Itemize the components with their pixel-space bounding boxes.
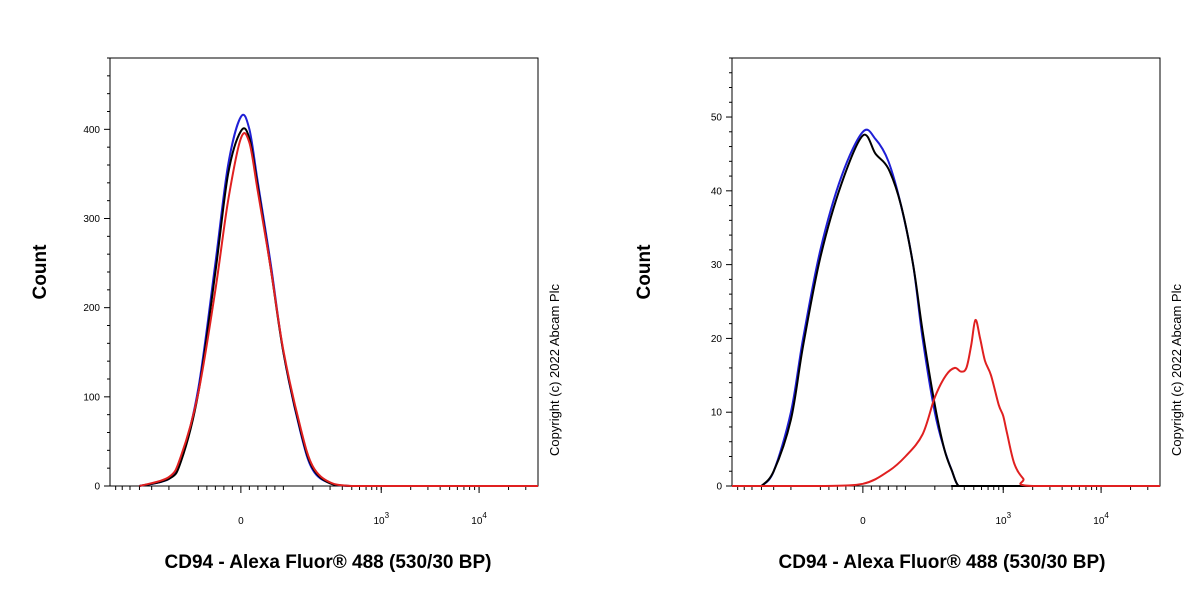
histogram-panel-right: 0 10 20 30 40 50 0 103 104 Count CD94 - Alexa F… <box>634 57 1184 573</box>
copyright-text: Copyright (c) 2022 Abcam Plc <box>547 284 562 456</box>
y-axis-label: Count <box>30 244 51 300</box>
histogram-series-2 <box>139 132 538 488</box>
histogram-series-0 <box>760 128 1160 488</box>
histogram-series-1 <box>139 127 538 488</box>
histogram-series-2 <box>732 318 1160 488</box>
y-tick-label: 10 <box>711 408 723 419</box>
x-axis-label: CD94 - Alexa Fluor® 488 (530/30 BP) <box>165 552 492 573</box>
y-tick-label: 20 <box>711 334 723 345</box>
y-tick-label: 0 <box>716 482 722 493</box>
histogram-series-1 <box>760 133 1160 488</box>
plot-frame <box>109 57 539 487</box>
x-tick-label: 103 <box>995 511 1011 527</box>
y-tick-label: 200 <box>83 303 100 314</box>
y-tick-label: 100 <box>83 392 100 403</box>
histogram-panel-left: 0 100 200 300 400 0 103 104 Count CD94 - Alexa… <box>30 57 562 573</box>
x-tick-label: 0 <box>238 516 244 527</box>
x-tick-label: 0 <box>860 516 866 527</box>
y-tick-label: 40 <box>711 186 723 197</box>
y-tick-label: 30 <box>711 260 723 271</box>
y-tick-label: 300 <box>83 214 100 225</box>
x-axis-ticks: 0 103 104 <box>737 486 1149 527</box>
y-axis-ticks: 0 100 200 300 400 <box>83 57 110 493</box>
y-tick-label: 400 <box>83 125 100 136</box>
copyright-text: Copyright (c) 2022 Abcam Plc <box>1169 284 1184 456</box>
y-tick-label: 50 <box>711 113 723 124</box>
x-axis-label: CD94 - Alexa Fluor® 488 (530/30 BP) <box>779 552 1106 573</box>
plot-frame <box>731 57 1161 487</box>
histogram-series-0 <box>139 113 538 488</box>
histogram-curves <box>139 113 538 488</box>
x-tick-label: 103 <box>373 511 389 527</box>
y-axis-ticks: 0 10 20 30 40 50 <box>711 57 732 493</box>
histogram-curves <box>732 128 1160 488</box>
x-axis-ticks: 0 103 104 <box>115 486 527 527</box>
x-tick-label: 104 <box>1093 511 1109 527</box>
y-tick-label: 0 <box>94 482 100 493</box>
y-axis-label: Count <box>634 244 655 300</box>
x-tick-label: 104 <box>471 511 487 527</box>
